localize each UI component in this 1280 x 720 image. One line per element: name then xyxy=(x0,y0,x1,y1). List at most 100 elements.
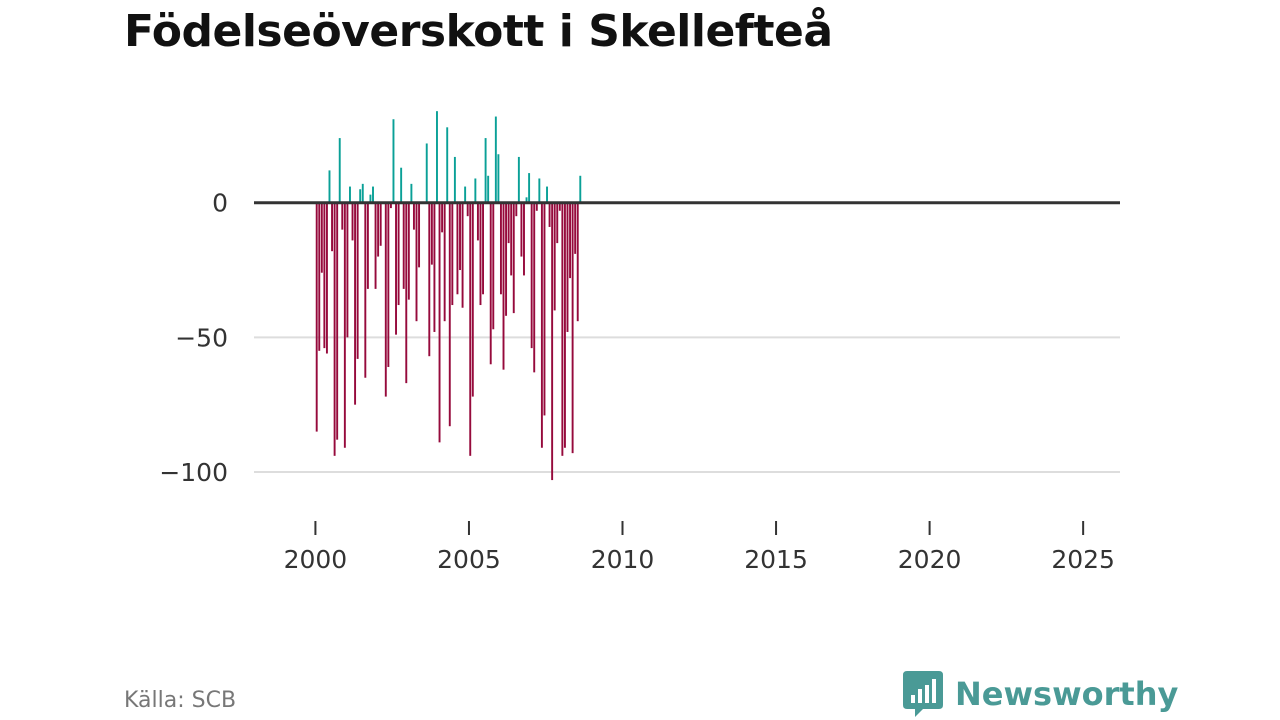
bar xyxy=(469,202,472,456)
bar xyxy=(425,143,428,203)
bar xyxy=(405,202,408,384)
bar xyxy=(563,202,566,448)
bar xyxy=(395,202,397,335)
bar xyxy=(436,111,438,203)
bar xyxy=(349,186,351,203)
bar xyxy=(502,202,505,370)
bar xyxy=(466,202,469,217)
bar xyxy=(484,138,487,203)
x-tick-label: 2015 xyxy=(744,545,808,574)
bar xyxy=(446,127,449,203)
bar xyxy=(540,202,543,448)
bar xyxy=(459,202,461,271)
bar xyxy=(579,175,582,203)
bar xyxy=(453,156,456,203)
bar xyxy=(512,202,515,314)
bar xyxy=(407,202,410,300)
bar xyxy=(551,202,554,481)
bar xyxy=(507,202,510,244)
bar xyxy=(543,202,546,416)
bar xyxy=(505,202,508,316)
bar xyxy=(338,138,341,203)
bar xyxy=(359,189,362,203)
bar xyxy=(356,202,359,359)
bar xyxy=(377,202,380,257)
gridlines xyxy=(254,336,1120,473)
bar xyxy=(369,194,372,203)
bar xyxy=(410,183,413,203)
bar xyxy=(346,202,349,338)
bar xyxy=(354,202,357,405)
x-tick-label: 2005 xyxy=(437,545,501,574)
bar xyxy=(515,202,518,217)
bar xyxy=(525,197,528,203)
x-tick-label: 2000 xyxy=(284,545,348,574)
x-tick-label: 2025 xyxy=(1051,545,1115,574)
bar xyxy=(392,119,395,203)
bar xyxy=(400,167,403,203)
bar xyxy=(318,202,321,351)
bar xyxy=(341,202,344,230)
brand-name: Newsworthy xyxy=(955,675,1179,713)
bar xyxy=(528,173,531,203)
bar xyxy=(397,202,400,306)
bar xyxy=(433,202,436,332)
bar xyxy=(533,202,536,373)
bar xyxy=(523,202,525,276)
bar xyxy=(530,202,533,349)
bar xyxy=(315,202,318,432)
bar xyxy=(328,170,331,203)
bar xyxy=(415,202,418,322)
bar xyxy=(535,202,538,211)
bar xyxy=(471,202,474,397)
bar xyxy=(438,202,441,443)
bar xyxy=(561,202,564,456)
y-axis-ticks: 0 −50 −100 xyxy=(159,189,228,487)
bar xyxy=(389,202,392,209)
source-note: Källa: SCB xyxy=(124,688,237,713)
bar xyxy=(517,156,520,203)
bar xyxy=(323,202,326,349)
bar xyxy=(451,202,454,306)
bar xyxy=(538,178,541,203)
bar xyxy=(569,202,572,279)
bar xyxy=(464,186,467,203)
bar xyxy=(556,202,559,244)
bar xyxy=(361,183,364,203)
bar xyxy=(372,186,374,203)
bar xyxy=(520,202,523,257)
y-tick-label: −50 xyxy=(175,323,228,352)
bar xyxy=(379,202,382,246)
bar xyxy=(366,202,369,289)
x-tick-label: 2010 xyxy=(591,545,655,574)
x-tick-label: 2020 xyxy=(898,545,962,574)
bar xyxy=(387,202,390,367)
bar xyxy=(497,154,500,203)
bar xyxy=(364,202,367,378)
bar xyxy=(351,202,354,241)
bar xyxy=(510,202,513,276)
x-axis-ticks: 2000 2005 2010 2015 2020 2025 xyxy=(284,521,1115,574)
bar xyxy=(492,202,495,330)
brand-logo[interactable]: Newsworthy xyxy=(903,671,1178,717)
y-tick-label: 0 xyxy=(212,189,228,218)
bar xyxy=(461,202,464,308)
bar xyxy=(548,202,551,227)
bar xyxy=(482,202,484,295)
bar xyxy=(571,202,574,454)
bars xyxy=(315,111,582,481)
bar xyxy=(384,202,387,397)
bar xyxy=(374,202,377,289)
bar xyxy=(494,116,497,203)
chart-area: 0 −50 −100 2000 2005 2010 2015 2020 2025 xyxy=(159,111,1120,574)
bar xyxy=(553,202,556,311)
bar xyxy=(474,178,477,203)
bar xyxy=(499,202,502,295)
bar xyxy=(489,202,492,365)
bar xyxy=(546,186,548,203)
bar xyxy=(430,202,433,265)
bar xyxy=(456,202,459,295)
bar xyxy=(320,202,323,273)
bar xyxy=(558,202,561,211)
bar xyxy=(418,202,421,268)
